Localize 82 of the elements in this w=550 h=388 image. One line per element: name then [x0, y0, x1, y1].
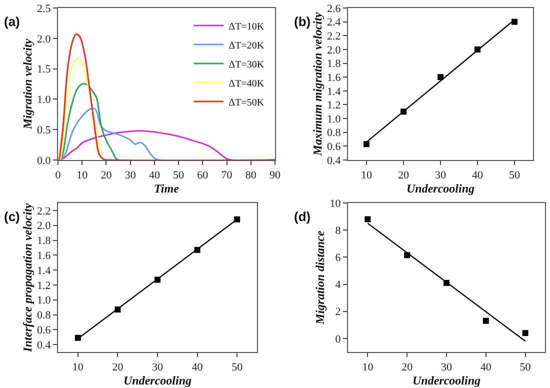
x-tick-label: 80 — [245, 169, 257, 182]
y-tick-label: 0.8 — [36, 310, 52, 322]
legend-label: ΔT=30K — [228, 59, 265, 70]
y-tick-label: 2.4 — [326, 16, 342, 29]
y-tick-label: 2 — [335, 306, 341, 318]
y-tick-label: 8 — [335, 224, 342, 237]
x-tick-label: 20 — [100, 169, 112, 182]
x-tick-label: 10 — [362, 361, 374, 374]
legend-label: ΔT=40K — [228, 78, 265, 90]
y-tick-label: 0 — [335, 333, 342, 346]
x-axis-title: Time — [154, 181, 180, 196]
y-tick-label: 1.8 — [36, 235, 52, 248]
y-tick-label: 0.6 — [326, 141, 342, 154]
y-tick-label: 1.8 — [326, 58, 342, 70]
y-tick-label: 2.2 — [326, 30, 341, 42]
y-tick-label: 1.0 — [36, 94, 52, 106]
x-tick-label: 40 — [192, 361, 204, 374]
x-tick-label: 50 — [232, 361, 244, 374]
y-axis-title: Migration distance — [313, 230, 327, 326]
legend-label: ΔT=10K — [228, 21, 265, 32]
x-tick-label: 10 — [76, 169, 88, 182]
y-tick-label: 10 — [330, 198, 342, 210]
point — [522, 330, 528, 336]
x-axis-title: Undercooling — [412, 373, 481, 388]
point — [364, 216, 371, 222]
y-tick-label: 6 — [335, 252, 342, 264]
y-tick-label: 2.2 — [36, 205, 51, 218]
x-axis-title: Undercooling — [123, 373, 192, 388]
x-tick-label: 30 — [152, 361, 164, 374]
y-tick-label: 1.6 — [36, 250, 52, 262]
point — [482, 318, 489, 324]
y-tick-label: 4 — [335, 279, 342, 292]
x-tick-label: 50 — [520, 361, 532, 374]
x-tick-label: 40 — [480, 361, 492, 374]
x-tick-label: 30 — [441, 361, 452, 374]
x-tick-label: 50 — [173, 169, 185, 182]
x-tick-label: 20 — [402, 361, 414, 374]
x-tick-label: 30 — [435, 169, 446, 182]
x-tick-label: 20 — [112, 361, 124, 374]
x-tick-label: 20 — [398, 169, 410, 182]
x-tick-label: 70 — [221, 169, 233, 182]
y-tick-label: 0.4 — [36, 339, 52, 352]
y-tick-label: 1.4 — [326, 86, 342, 98]
x-tick-label: 40 — [472, 169, 484, 182]
y-tick-label: 2.0 — [326, 44, 342, 56]
x-tick-label: 40 — [148, 169, 160, 182]
y-axis-title: Maximum migration velocity — [310, 12, 324, 157]
x-tick-label: 10 — [361, 169, 372, 182]
line-series — [58, 33, 275, 160]
text: (c) — [4, 209, 20, 224]
text: (d) — [294, 209, 311, 224]
text: (b) — [294, 14, 311, 29]
y-tick-label: 0.8 — [326, 127, 342, 140]
y-tick-label: 1.0 — [326, 113, 342, 126]
y-tick-label: 1.5 — [36, 64, 52, 76]
y-tick-label: 1.6 — [326, 72, 342, 84]
y-tick-label: 2.0 — [36, 33, 52, 46]
y-tick-label: 2.5 — [36, 2, 52, 15]
y-tick-label: 2.6 — [326, 2, 342, 15]
x-tick-label: 10 — [72, 361, 84, 374]
y-tick-label: 2.0 — [36, 220, 52, 232]
y-tick-label: 0.4 — [326, 154, 342, 167]
point — [364, 141, 370, 148]
x-tick-label: 50 — [509, 169, 520, 182]
y-axis-title: Migration velocity — [20, 38, 34, 130]
x-tick-label: 90 — [270, 169, 281, 182]
y-tick-label: 1.4 — [36, 264, 52, 277]
legend-label: ΔT=50K — [228, 97, 265, 108]
y-tick-label: 1.2 — [326, 100, 341, 112]
point — [438, 74, 444, 80]
y-tick-label: 0.0 — [36, 154, 52, 167]
y-tick-label: 0.5 — [36, 124, 52, 136]
x-tick-label: 0 — [55, 169, 62, 182]
y-tick-label: 1.2 — [36, 280, 51, 292]
x-tick-label: 60 — [197, 169, 209, 182]
x-axis-title: Undercooling — [406, 181, 475, 196]
y-tick-label: 1.0 — [36, 294, 52, 307]
text: (a) — [4, 14, 20, 29]
x-tick-label: 30 — [124, 169, 136, 182]
y-axis-title: Interface propagation velocity — [20, 202, 34, 353]
legend-label: ΔT=20K — [228, 40, 265, 52]
y-tick-label: 0.6 — [36, 324, 52, 336]
